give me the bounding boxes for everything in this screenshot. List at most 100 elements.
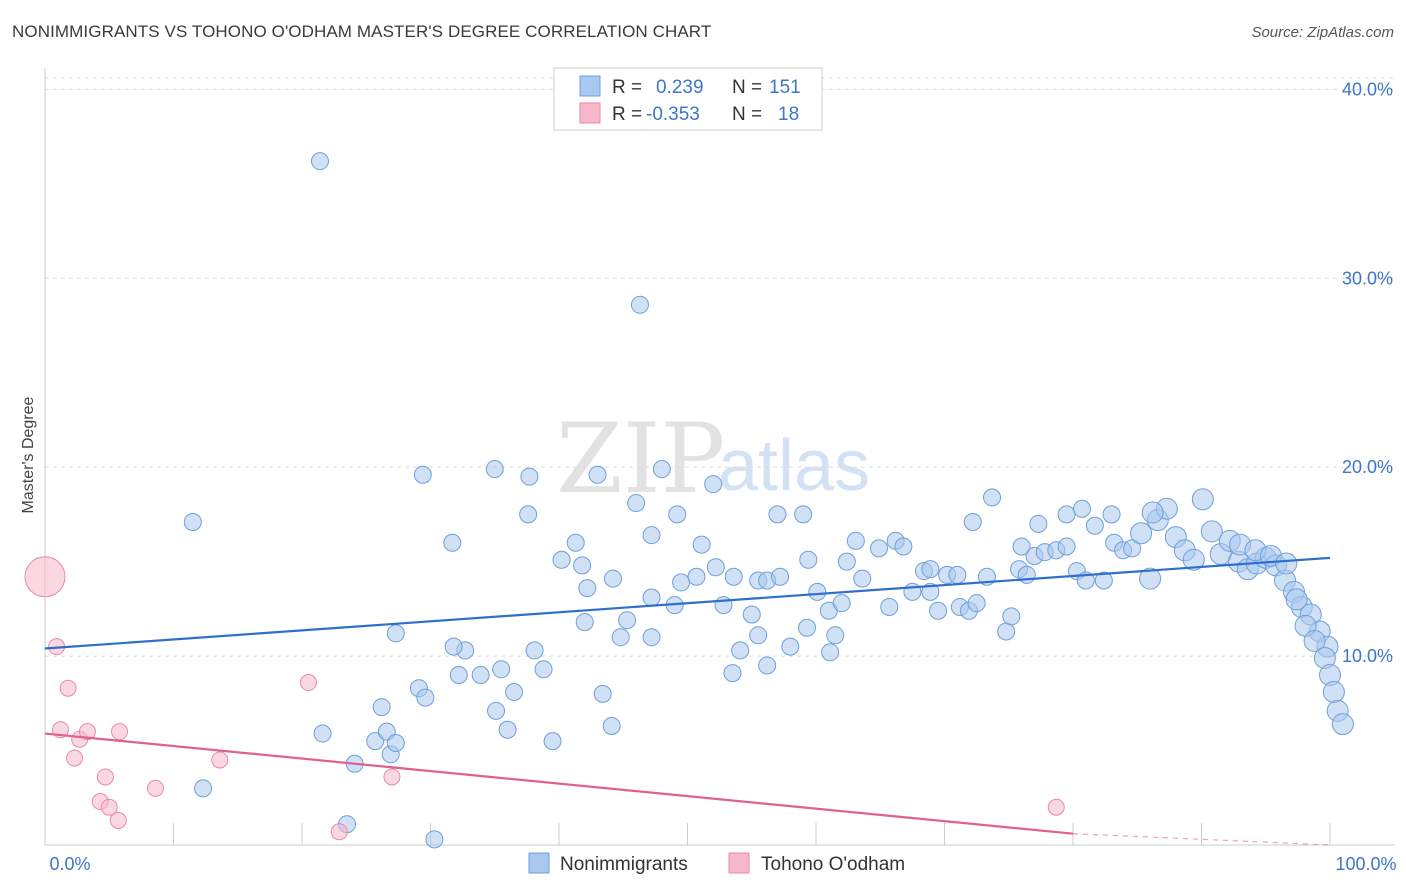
point-nonimmigrants xyxy=(798,618,817,637)
point-tohono-oodham xyxy=(1047,798,1065,816)
point-nonimmigrants xyxy=(869,539,888,558)
point-nonimmigrants xyxy=(1012,537,1031,556)
y-tick-label: 30.0% xyxy=(1342,268,1393,288)
point-nonimmigrants xyxy=(794,505,813,524)
point-nonimmigrants xyxy=(808,582,827,601)
legend-r-value-1: 0.239 xyxy=(656,77,704,98)
point-nonimmigrants xyxy=(498,720,517,739)
point-nonimmigrants xyxy=(449,665,468,684)
point-nonimmigrants xyxy=(630,295,649,314)
bottom-legend-swatch-tohono-oodham xyxy=(728,852,750,874)
point-nonimmigrants xyxy=(485,460,504,479)
point-tohono-oodham xyxy=(66,749,84,767)
point-nonimmigrants xyxy=(921,560,940,579)
point-tohono-oodham xyxy=(78,723,96,741)
y-axis-label: Master's Degree xyxy=(20,396,37,513)
point-nonimmigrants xyxy=(1303,629,1326,652)
point-nonimmigrants xyxy=(413,465,432,484)
point-nonimmigrants xyxy=(1072,499,1091,518)
point-tohono-oodham xyxy=(96,768,114,786)
point-nonimmigrants xyxy=(603,569,622,588)
point-nonimmigrants xyxy=(627,494,646,513)
point-nonimmigrants xyxy=(799,550,818,569)
point-nonimmigrants xyxy=(724,567,743,586)
point-nonimmigrants xyxy=(706,558,725,577)
point-nonimmigrants xyxy=(575,613,594,632)
point-nonimmigrants xyxy=(1275,552,1298,575)
point-nonimmigrants xyxy=(1182,548,1205,571)
legend-n-value-2: 18 xyxy=(778,104,799,125)
point-nonimmigrants xyxy=(832,594,851,613)
trend-lines xyxy=(44,556,1331,846)
point-nonimmigrants xyxy=(1029,514,1048,533)
point-tohono-oodham xyxy=(211,751,229,769)
point-nonimmigrants xyxy=(1322,680,1345,703)
point-nonimmigrants xyxy=(611,628,630,647)
trend-line-nonimmigrants xyxy=(44,556,1331,650)
point-nonimmigrants xyxy=(552,550,571,569)
bottom-legend: Nonimmigrants Tohono O'odham xyxy=(528,852,905,875)
bottom-legend-swatch-nonimmigrants xyxy=(528,852,550,874)
point-tohono-oodham xyxy=(147,779,165,797)
point-nonimmigrants xyxy=(731,641,750,660)
point-nonimmigrants xyxy=(1123,539,1142,558)
point-nonimmigrants xyxy=(723,664,742,683)
point-nonimmigrants xyxy=(929,601,948,620)
point-nonimmigrants xyxy=(1141,501,1164,524)
point-tohono-oodham xyxy=(109,811,127,829)
point-nonimmigrants xyxy=(846,531,865,550)
point-nonimmigrants xyxy=(183,512,202,531)
point-nonimmigrants xyxy=(444,637,463,656)
x-axis-ticks: 0.0% 100.0% xyxy=(49,854,1396,874)
point-nonimmigrants xyxy=(983,488,1002,507)
point-nonimmigrants xyxy=(492,660,511,679)
point-nonimmigrants xyxy=(768,505,787,524)
point-nonimmigrants xyxy=(704,475,723,494)
point-nonimmigrants xyxy=(963,512,982,531)
point-nonimmigrants xyxy=(194,779,213,798)
source-credit: Source: ZipAtlas.com xyxy=(1251,24,1394,41)
point-nonimmigrants xyxy=(416,688,435,707)
point-nonimmigrants xyxy=(921,582,940,601)
point-nonimmigrants xyxy=(687,567,706,586)
x-tick-label: 100.0% xyxy=(1335,854,1396,874)
point-nonimmigrants xyxy=(534,660,553,679)
point-nonimmigrants xyxy=(672,573,691,592)
point-nonimmigrants xyxy=(749,626,768,645)
point-nonimmigrants xyxy=(602,716,621,735)
point-nonimmigrants xyxy=(853,569,872,588)
point-nonimmigrants xyxy=(1130,522,1153,545)
point-nonimmigrants xyxy=(505,682,524,701)
legend-swatch-tohono-oodham xyxy=(579,102,601,124)
point-tohono-oodham xyxy=(111,723,129,741)
legend-n-label-1: N = xyxy=(732,77,762,98)
point-nonimmigrants xyxy=(642,628,661,647)
point-nonimmigrants xyxy=(1002,607,1021,626)
point-nonimmigrants xyxy=(758,656,777,675)
point-nonimmigrants xyxy=(578,579,597,598)
point-nonimmigrants xyxy=(781,637,800,656)
point-nonimmigrants xyxy=(652,460,671,479)
point-tohono-oodham xyxy=(100,798,118,816)
legend-r-value-2: -0.353 xyxy=(646,104,700,125)
point-nonimmigrants xyxy=(967,594,986,613)
point-nonimmigrants xyxy=(520,467,539,486)
point-nonimmigrants xyxy=(543,732,562,751)
point-tohono-oodham xyxy=(24,556,66,598)
legend-r-label-1: R = xyxy=(612,77,642,98)
point-nonimmigrants xyxy=(1094,571,1113,590)
point-nonimmigrants xyxy=(821,643,840,662)
point-nonimmigrants xyxy=(618,611,637,630)
point-nonimmigrants xyxy=(1017,565,1036,584)
point-nonimmigrants xyxy=(1139,567,1162,590)
point-nonimmigrants xyxy=(642,588,661,607)
point-nonimmigrants xyxy=(471,665,490,684)
point-nonimmigrants xyxy=(487,701,506,720)
top-legend: R = 0.239 N = 151 R = -0.353 N = 18 xyxy=(553,67,823,131)
point-nonimmigrants xyxy=(1085,516,1104,535)
point-nonimmigrants xyxy=(1200,520,1223,543)
point-nonimmigrants xyxy=(386,624,405,643)
point-nonimmigrants xyxy=(386,733,405,752)
point-nonimmigrants xyxy=(880,597,899,616)
